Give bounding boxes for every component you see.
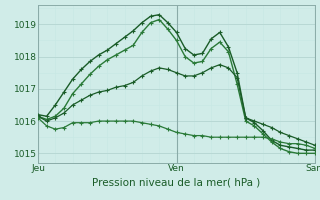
X-axis label: Pression niveau de la mer( hPa ): Pression niveau de la mer( hPa ) xyxy=(92,178,260,188)
